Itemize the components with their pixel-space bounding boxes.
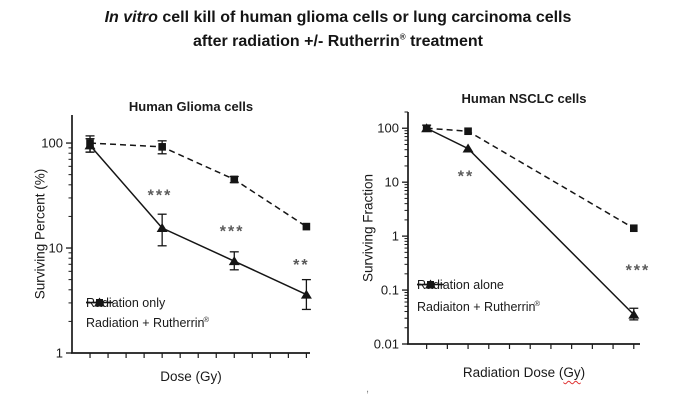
triangle-solid-marker-icon [417,279,444,289]
square-marker [464,127,472,136]
registered-trademark-symbol: ® [534,298,541,308]
legend-item-radiation-rutherrin: Radiation + Rutherrin® [86,297,210,330]
y-tick-label: 10 [49,241,63,256]
y-tick-label: 0.1 [381,283,399,298]
triangle-marker [300,289,312,299]
significance-annotation: *** [220,224,245,241]
glioma-legend: Radiation only Radiation + Rutherrin® [86,296,209,330]
figure-title-line1-rest: cell kill of human glioma cells or lung … [157,9,572,26]
square-marker [158,143,166,151]
registered-trademark-symbol: ® [203,314,210,324]
triangle-marker [156,223,168,233]
legend-item-radiaiton-rutherrin: Radiaiton + Rutherrin® [417,279,541,314]
y-tick-label: 0.01 [374,337,399,352]
legend-label-radiation-only: Radiation only [86,296,166,310]
square-marker [302,222,311,231]
y-tick-label: 100 [41,136,63,151]
y-tick-label: 10 [385,175,399,190]
series-line-square [89,142,307,228]
triangle-marker [228,256,240,266]
nsclc-legend: Radiation alone Radiaiton + Rutherrin® [417,278,540,314]
legend-label-radiaiton-rutherrin: Radiaiton + Rutherrin® [417,298,541,314]
triangle-marker [462,143,474,153]
square-marker [230,175,239,184]
y-tick-label: 100 [377,121,399,136]
y-tick-label: 1 [392,229,399,244]
square-marker [629,224,638,233]
significance-annotation: ** [458,168,474,185]
triangle-marker [628,309,640,319]
nsclc-chart: Human NSCLC cells 100 10 1 0.1 0.01 ** *** Sur… [355,85,676,400]
glioma-y-axis-label: Surviving Percent (%) [32,168,48,300]
triangle-marker [84,140,96,150]
significance-annotation: *** [148,188,173,205]
triangle-solid-marker-icon [86,297,113,307]
figure-title-line2-post: treatment [405,33,483,50]
nsclc-y-axis-label: Surviving Fraction [360,173,376,283]
glioma-chart: Human Glioma cells 100 10 1 *** *** ** Surviv… [30,85,352,397]
significance-annotation: ** [293,257,309,274]
glioma-chart-title: Human Glioma cells [128,99,254,114]
nsclc-chart-title: Human NSCLC cells [461,91,587,106]
nsclc-x-axis-label: Radiation Dose (Gy) [462,365,586,380]
legend-label-radiation-rutherrin: Radiation + Rutherrin® [86,314,210,330]
significance-annotation: *** [626,263,651,280]
figure-title: In vitro cell kill of human glioma cells… [0,6,676,54]
figure-title-line1: In vitro cell kill of human glioma cells… [0,6,676,30]
series-line-triangle [89,144,307,296]
triangle-marker [421,123,433,133]
figure-title-line2: after radiation +/- Rutherrin® treatment [0,30,676,54]
figure-title-italic: In vitro [104,9,158,26]
legend-label-radiation-alone: Radiation alone [417,278,504,292]
misspelled-word-underline: Gy [563,365,581,380]
glioma-x-axis-label: Dose (Gy) [160,369,222,384]
stray-mark-artifact: , [366,383,370,395]
registered-trademark-symbol: ® [399,32,406,42]
y-tick-label: 1 [56,346,63,361]
figure-title-line2-pre: after radiation +/- Rutherrin [193,33,400,50]
